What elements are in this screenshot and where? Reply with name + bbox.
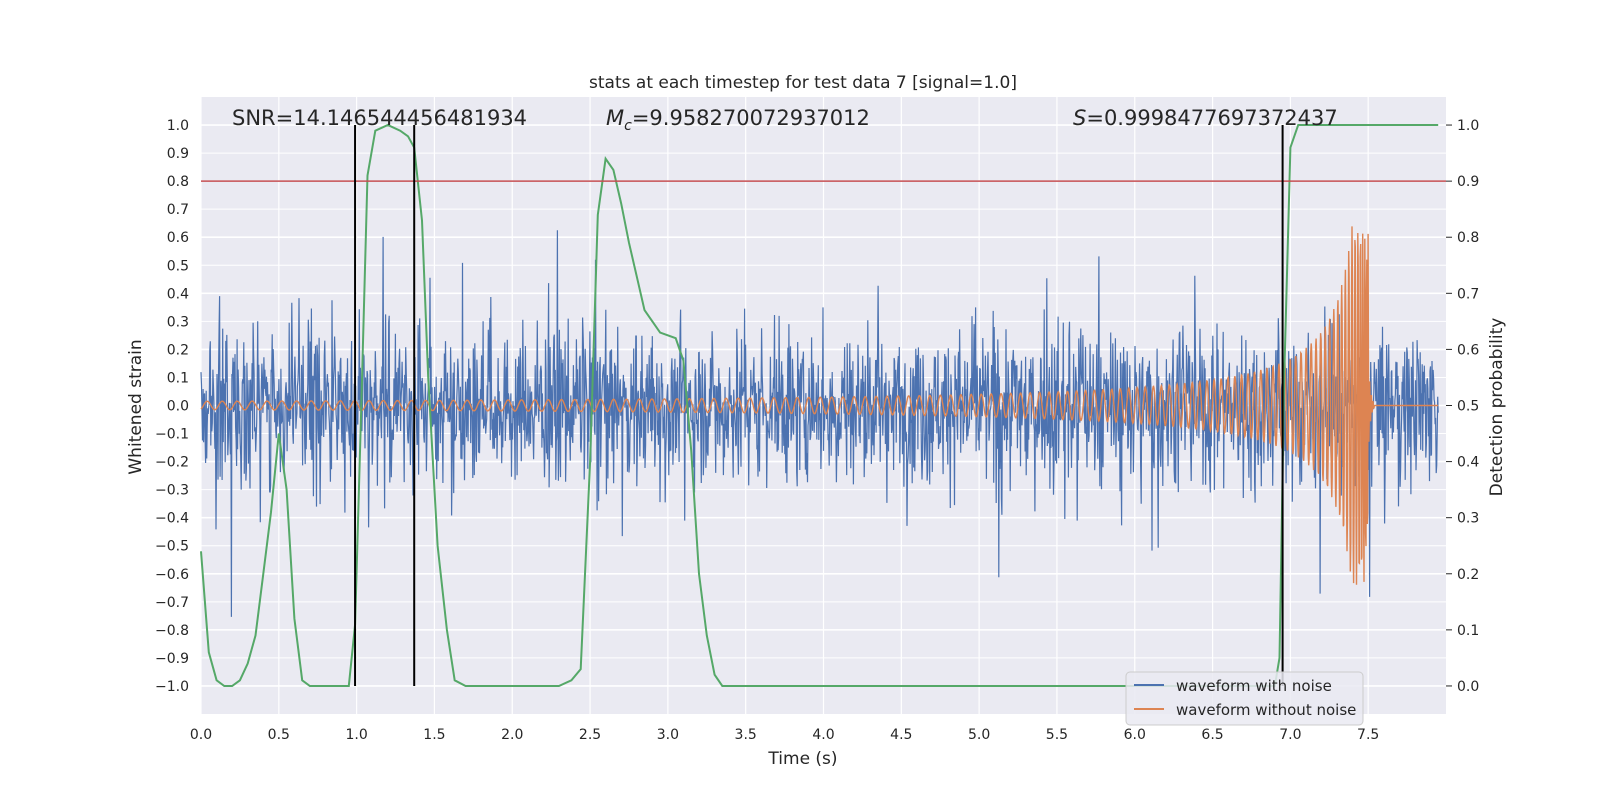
y-left-tick-label: 0.2 (167, 342, 189, 358)
legend-label-noise: waveform with noise (1176, 677, 1332, 695)
x-tick-label: 4.0 (812, 727, 834, 743)
y-right-tick-label: 0.5 (1457, 399, 1479, 415)
y-right-tick-label: 0.6 (1457, 342, 1479, 358)
y-left-tick-label: −0.1 (155, 427, 189, 443)
y-left-tick-label: 1.0 (167, 118, 189, 134)
y-right-tick-label: 0.7 (1457, 286, 1479, 302)
y-left-tick-label: −0.2 (155, 455, 189, 471)
y-right-tick-label: 0.9 (1457, 174, 1479, 190)
y-left-tick-label: −0.9 (155, 651, 189, 667)
x-tick-label: 2.5 (579, 727, 601, 743)
x-tick-label: 5.5 (1046, 727, 1068, 743)
x-tick-label: 6.0 (1124, 727, 1146, 743)
y-left-tick-label: 0.8 (167, 174, 189, 190)
x-tick-label: 3.5 (735, 727, 757, 743)
score-annotation: S=0.9998477697372437 (1073, 106, 1338, 130)
x-tick-label: 2.0 (501, 727, 523, 743)
x-tick-label: 1.0 (345, 727, 367, 743)
chirp-mass-symbol: M (606, 106, 624, 130)
legend: waveform with noise waveform without noi… (1125, 671, 1364, 726)
y-left-tick-label: 0.3 (167, 314, 189, 330)
y-left-tick-label: −0.7 (155, 595, 189, 611)
x-tick-label: 4.5 (890, 727, 912, 743)
x-tick-label: 7.5 (1357, 727, 1379, 743)
y-left-tick-label: −0.3 (155, 483, 189, 499)
x-tick-label: 7.0 (1279, 727, 1301, 743)
series-noise-waveform (200, 230, 1439, 617)
y-right-tick-label: 0.2 (1457, 567, 1479, 583)
y-left-tick-label: 0.7 (167, 202, 189, 218)
y-left-tick-label: 0.9 (167, 146, 189, 162)
y-left-tick-label: 0.6 (167, 230, 189, 246)
y-left-tick-label: −0.8 (155, 623, 189, 639)
y-left-tick-label: 0.5 (167, 258, 189, 274)
y-right-tick-label: 0.8 (1457, 230, 1479, 246)
y-left-tick-label: 0.4 (167, 286, 189, 302)
chirp-mass-value: =9.958270072937012 (632, 106, 870, 130)
x-tick-label: 5.0 (968, 727, 990, 743)
chirp-mass-annotation: Mc=9.958270072937012 (606, 106, 870, 134)
y-left-tick-label: −0.6 (155, 567, 189, 583)
y-right-tick-label: 0.1 (1457, 623, 1479, 639)
y-axis-left-label: Whitened strain (126, 339, 146, 474)
series-detection-probability (200, 123, 1439, 687)
x-tick-label: 0.0 (190, 727, 212, 743)
y-right-tick-label: 0.0 (1457, 679, 1479, 695)
legend-label-clean: waveform without noise (1176, 701, 1356, 719)
y-right-tick-label: 0.3 (1457, 511, 1479, 527)
x-tick-label: 3.0 (657, 727, 679, 743)
series-clean-waveform (200, 226, 1439, 585)
x-tick-label: 6.5 (1201, 727, 1223, 743)
y-left-tick-label: −0.4 (155, 511, 189, 527)
x-tick-label: 1.5 (423, 727, 445, 743)
chirp-mass-subscript: c (624, 118, 632, 134)
y-left-tick-label: −1.0 (155, 679, 189, 695)
legend-box (1125, 671, 1364, 726)
y-left-tick-label: −0.5 (155, 539, 189, 555)
y-left-tick-label: 0.1 (167, 370, 189, 386)
score-symbol: S (1073, 106, 1086, 130)
y-axis-right-label: Detection probability (1487, 318, 1507, 497)
snr-annotation: SNR=14.146544456481934 (232, 106, 527, 130)
chart-title: stats at each timestep for test data 7 [… (589, 73, 1017, 93)
y-left-tick-label: 0.0 (167, 399, 189, 415)
x-axis-label: Time (s) (767, 749, 837, 769)
score-value: =0.9998477697372437 (1086, 106, 1337, 130)
y-right-tick-label: 1.0 (1457, 118, 1479, 134)
y-right-tick-label: 0.4 (1457, 455, 1479, 471)
x-tick-label: 0.5 (268, 727, 290, 743)
